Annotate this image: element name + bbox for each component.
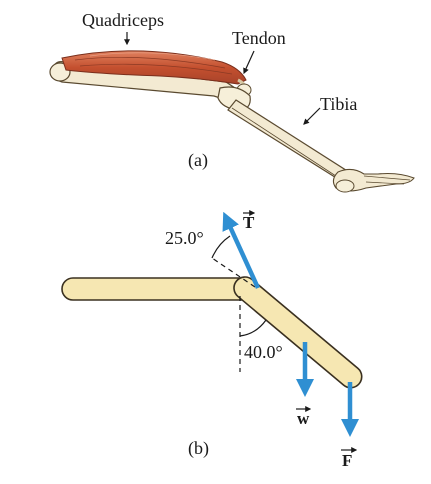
lower-leg-bar bbox=[233, 276, 363, 389]
quadriceps-label: Quadriceps bbox=[82, 10, 164, 30]
tibia-leader bbox=[303, 107, 321, 125]
tension-angle-arc bbox=[211, 235, 231, 259]
leg-angle-arc bbox=[239, 319, 267, 337]
tendon-leader bbox=[243, 50, 255, 75]
figure-a-caption: (a) bbox=[188, 150, 208, 171]
figure-a-leg-illustration: Quadriceps Tendon Tibia (a) bbox=[49, 10, 415, 193]
force-vector-label: F bbox=[341, 447, 358, 470]
svg-text:T: T bbox=[243, 213, 255, 232]
figure-b-force-diagram: 25.0° 40.0° T w F (b) bbox=[61, 210, 363, 470]
tension-angle-label: 25.0° bbox=[165, 228, 204, 248]
svg-text:F: F bbox=[342, 451, 352, 470]
tendon-label: Tendon bbox=[232, 28, 286, 48]
svg-text:w: w bbox=[297, 409, 310, 428]
leg-angle-label: 40.0° bbox=[244, 342, 283, 362]
tibia-label: Tibia bbox=[320, 94, 357, 114]
thigh-bar bbox=[61, 277, 255, 301]
quadriceps-muscle bbox=[61, 50, 247, 85]
foot-bones bbox=[332, 168, 415, 193]
figure-b-caption: (b) bbox=[188, 438, 209, 459]
weight-vector-label: w bbox=[296, 406, 312, 428]
tension-vector-label: T bbox=[243, 210, 256, 232]
tension-vector-arrow bbox=[222, 211, 261, 289]
